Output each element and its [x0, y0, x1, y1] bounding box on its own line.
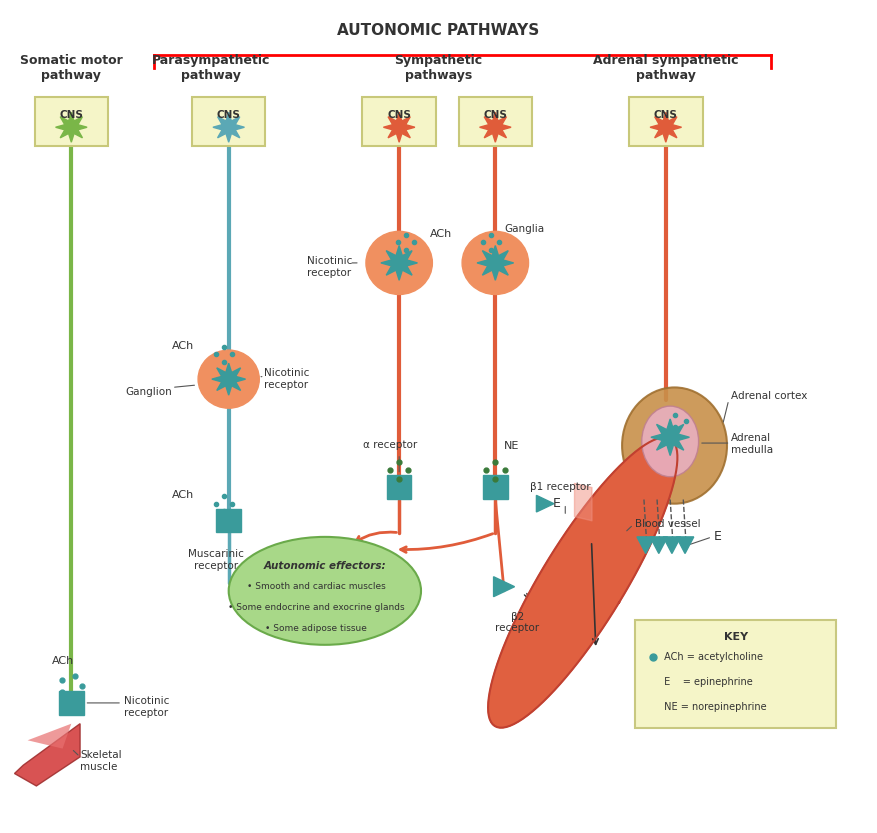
Bar [645, 700, 660, 715]
FancyBboxPatch shape [635, 620, 837, 728]
Text: Skeletal
muscle: Skeletal muscle [80, 751, 122, 772]
Bar [59, 691, 83, 715]
Text: ACh: ACh [52, 656, 74, 666]
Polygon shape [488, 437, 677, 728]
Ellipse shape [642, 407, 699, 476]
Polygon shape [537, 496, 554, 512]
Text: β2
receptor: β2 receptor [496, 611, 539, 633]
Text: CNS: CNS [388, 110, 411, 120]
Polygon shape [650, 537, 667, 553]
Text: • Smooth and cardiac muscles: • Smooth and cardiac muscles [246, 582, 386, 591]
Text: Blood vessel: Blood vessel [635, 520, 701, 530]
Text: ACh: ACh [430, 229, 452, 239]
Polygon shape [477, 246, 514, 280]
Text: • Some endocrine and exocrine glands: • Some endocrine and exocrine glands [228, 603, 404, 612]
Text: CNS: CNS [217, 110, 240, 120]
Polygon shape [637, 537, 654, 553]
FancyBboxPatch shape [629, 97, 702, 147]
Text: Autonomic effectors:: Autonomic effectors: [264, 561, 386, 571]
Bar [217, 509, 241, 532]
Text: Adrenal sympathetic
pathway: Adrenal sympathetic pathway [593, 54, 738, 82]
Text: KEY: KEY [724, 631, 748, 641]
Text: ACh = acetylcholine: ACh = acetylcholine [661, 652, 763, 662]
FancyBboxPatch shape [362, 97, 436, 147]
FancyBboxPatch shape [192, 97, 266, 147]
Circle shape [462, 232, 529, 294]
Text: NE = norepinephrine: NE = norepinephrine [661, 702, 767, 712]
Polygon shape [383, 112, 415, 142]
Polygon shape [494, 576, 515, 596]
Text: Adrenal cortex: Adrenal cortex [731, 391, 808, 401]
Text: ACh: ACh [172, 491, 194, 501]
Circle shape [198, 350, 260, 408]
Text: E: E [553, 497, 560, 510]
Text: Somatic motor
pathway: Somatic motor pathway [20, 54, 123, 82]
Text: Nicotinic
receptor: Nicotinic receptor [124, 696, 169, 718]
FancyBboxPatch shape [34, 97, 108, 147]
Text: α receptor: α receptor [363, 440, 417, 450]
Text: β1 receptor: β1 receptor [531, 482, 591, 492]
Ellipse shape [622, 387, 727, 504]
Polygon shape [676, 537, 694, 553]
Polygon shape [213, 112, 245, 142]
Ellipse shape [229, 537, 421, 645]
Text: Muscarinic
receptor: Muscarinic receptor [188, 549, 244, 571]
Text: • Some adipose tissue: • Some adipose tissue [265, 624, 367, 633]
Text: Parasympathetic
pathway: Parasympathetic pathway [152, 54, 270, 82]
Polygon shape [645, 675, 660, 690]
Text: ACh: ACh [172, 341, 194, 351]
Text: Ganglia: Ganglia [504, 224, 545, 234]
Text: Nicotinic
receptor: Nicotinic receptor [264, 368, 309, 390]
Text: CNS: CNS [60, 110, 83, 120]
Text: Sympathetic
pathways: Sympathetic pathways [395, 54, 482, 82]
Text: E    = epinephrine: E = epinephrine [661, 677, 753, 687]
Polygon shape [650, 112, 681, 142]
Polygon shape [15, 724, 80, 786]
Polygon shape [651, 419, 689, 456]
Polygon shape [55, 112, 87, 142]
Text: Nicotinic
receptor: Nicotinic receptor [307, 257, 352, 278]
Text: CNS: CNS [483, 110, 507, 120]
FancyBboxPatch shape [459, 97, 532, 147]
Text: Adrenal
medulla: Adrenal medulla [731, 433, 774, 455]
Polygon shape [212, 363, 246, 395]
Text: AUTONOMIC PATHWAYS: AUTONOMIC PATHWAYS [338, 23, 539, 38]
Bar [483, 476, 508, 499]
Text: E: E [714, 531, 722, 543]
Text: CNS: CNS [654, 110, 678, 120]
Text: Ganglion: Ganglion [125, 387, 172, 397]
Text: NE: NE [504, 441, 519, 451]
Bar [387, 476, 411, 499]
Polygon shape [480, 112, 511, 142]
Polygon shape [663, 537, 681, 553]
Polygon shape [27, 724, 71, 749]
Circle shape [366, 232, 432, 294]
Polygon shape [381, 246, 417, 280]
